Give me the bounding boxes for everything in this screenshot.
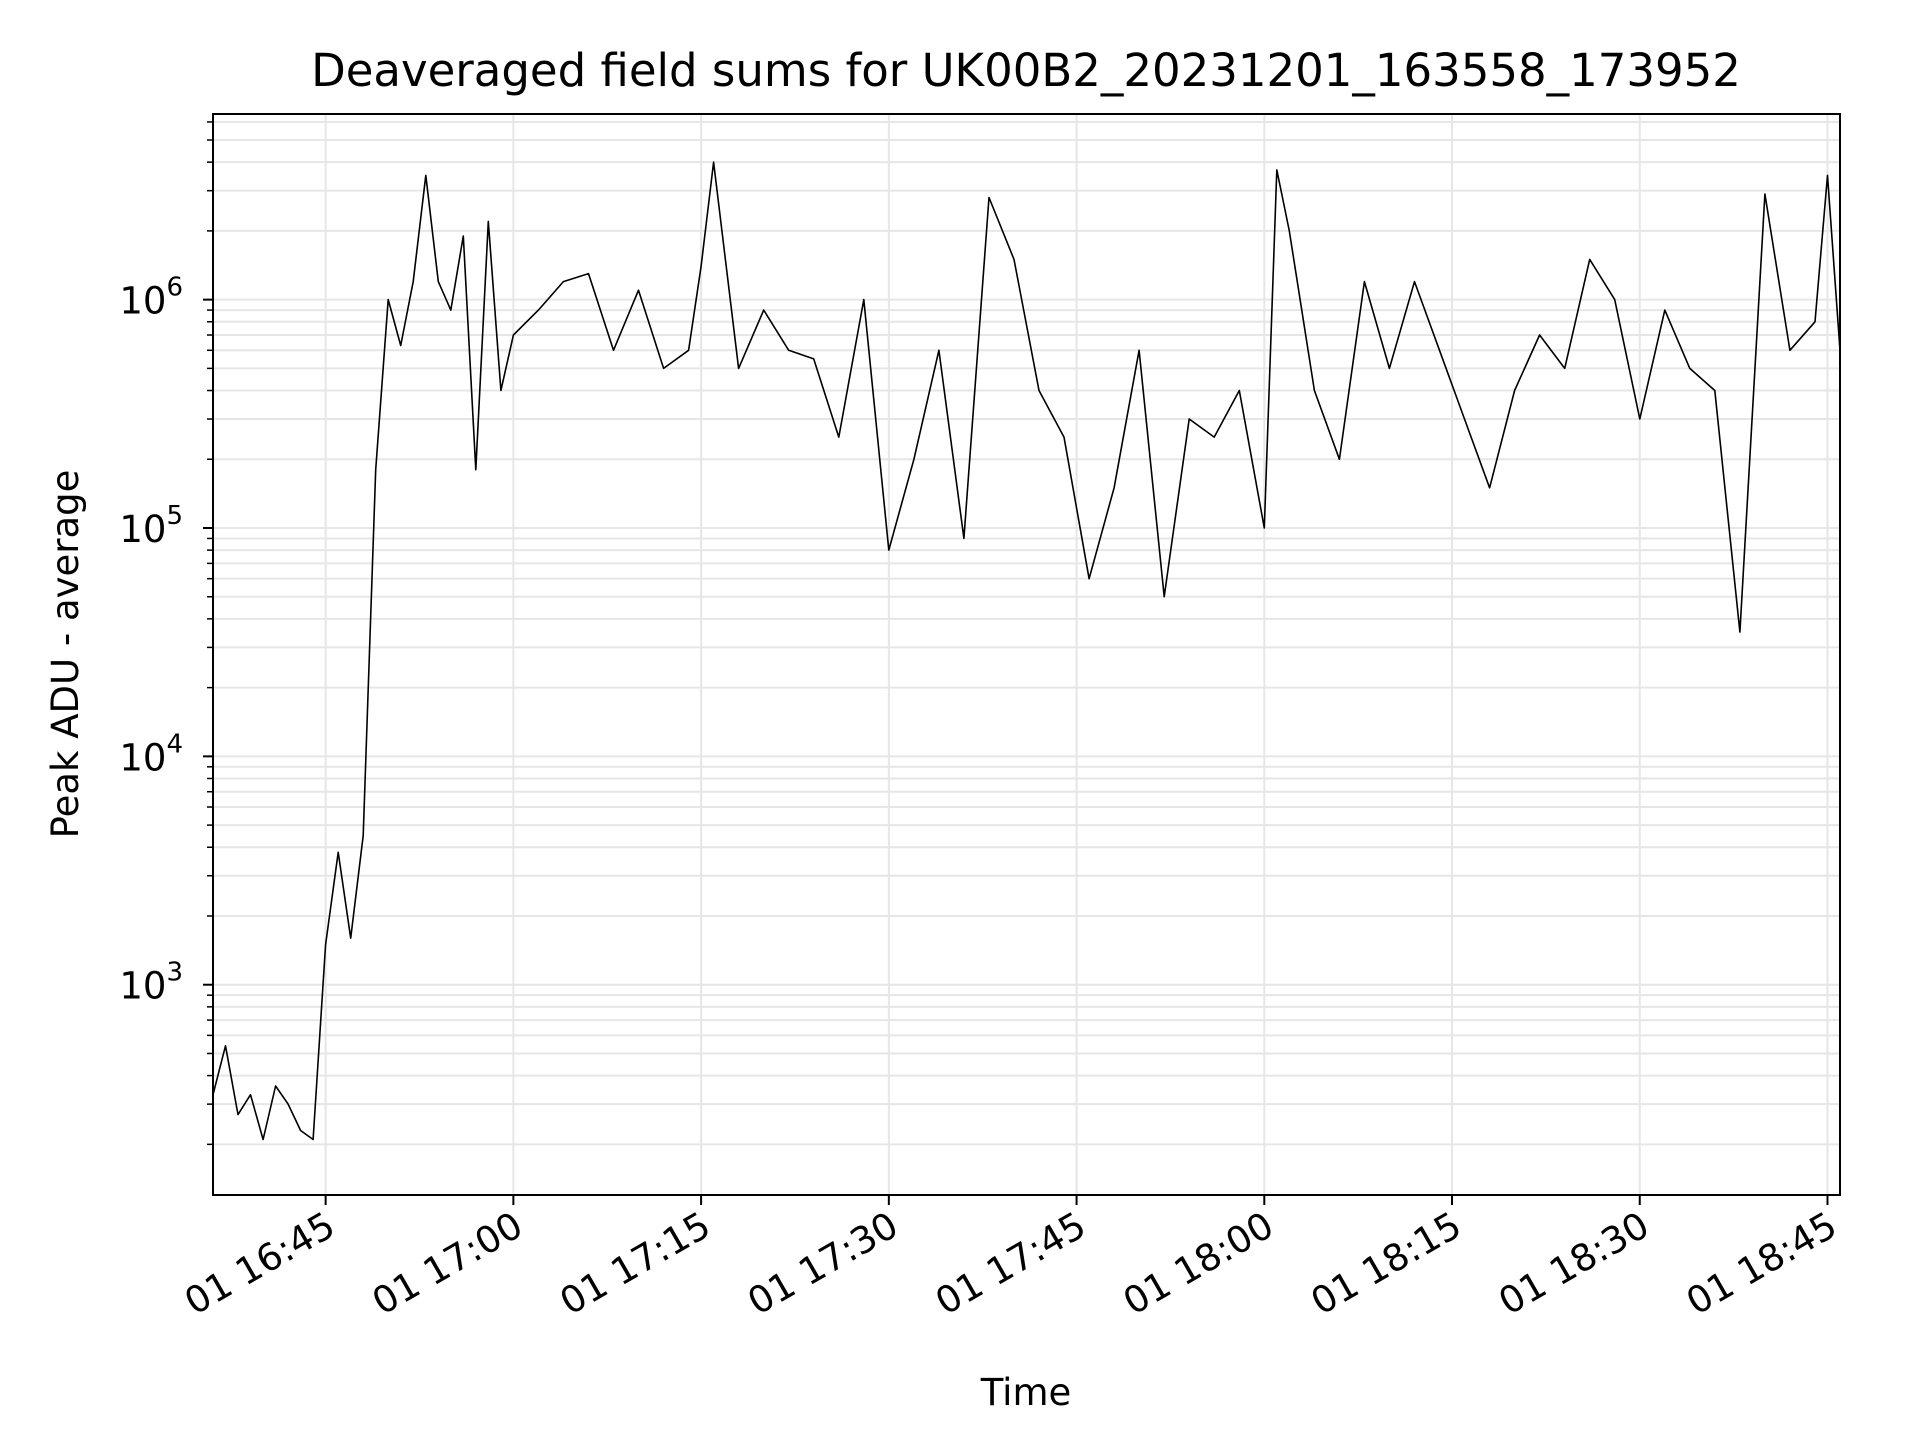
x-axis-label: Time [980,1371,1072,1414]
y-tick-label: 103 [119,958,183,1008]
y-tick-label: 106 [119,273,183,323]
y-tick-label: 105 [119,501,183,551]
series-line [212,161,1841,1141]
y-tick-label: 104 [119,729,183,779]
plot-frame [212,113,1841,1196]
chart-title: Deaveraged field sums for UK00B2_2023120… [311,44,1741,97]
series-layer [212,161,1841,1141]
grid [213,114,1840,1195]
y-axis-label: Peak ADU - average [44,470,87,839]
